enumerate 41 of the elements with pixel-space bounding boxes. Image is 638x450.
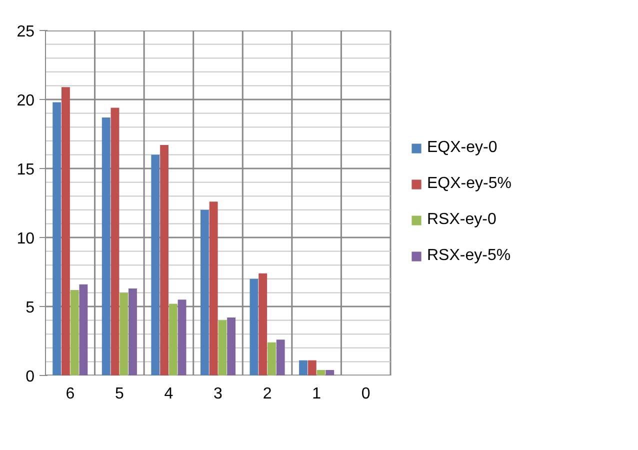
bar bbox=[209, 202, 218, 376]
y-tick-label: 5 bbox=[26, 300, 35, 316]
bar bbox=[52, 102, 62, 376]
y-tick-label: 10 bbox=[16, 230, 35, 248]
bar bbox=[276, 340, 285, 376]
x-tick-label: 2 bbox=[262, 386, 272, 402]
legend-label: RSX-ey-5% bbox=[427, 247, 511, 265]
legend-label: EQX-ey-0 bbox=[427, 139, 498, 157]
legend-label: RSX-ey-0 bbox=[427, 211, 496, 229]
bar bbox=[120, 292, 128, 376]
x-tick-label: 0 bbox=[361, 386, 370, 402]
bar bbox=[308, 360, 316, 376]
x-tick-label: 4 bbox=[164, 386, 174, 402]
bar bbox=[61, 87, 70, 376]
x-tick-label: 6 bbox=[66, 386, 75, 402]
x-tick-label: 1 bbox=[312, 386, 322, 402]
x-tick-label: 5 bbox=[114, 386, 124, 402]
bar bbox=[268, 342, 276, 376]
bar bbox=[200, 210, 209, 376]
x-tick-label: 3 bbox=[214, 386, 223, 402]
bar bbox=[227, 318, 236, 376]
bar bbox=[299, 360, 308, 376]
bar bbox=[110, 108, 120, 376]
y-tick-label: 15 bbox=[16, 162, 35, 178]
bar bbox=[316, 370, 326, 376]
bar bbox=[168, 304, 178, 376]
legend-label: EQX-ey-5% bbox=[427, 175, 512, 193]
bar bbox=[178, 300, 186, 376]
bar bbox=[102, 117, 110, 376]
y-tick-label: 20 bbox=[16, 92, 35, 110]
y-tick-label: 0 bbox=[26, 368, 35, 386]
bar bbox=[70, 290, 79, 376]
bar bbox=[128, 288, 137, 376]
bar bbox=[250, 278, 258, 376]
bar bbox=[79, 284, 88, 376]
bar bbox=[258, 273, 268, 376]
bar bbox=[218, 320, 227, 376]
bar bbox=[151, 154, 160, 376]
y-tick-label: 25 bbox=[16, 24, 35, 40]
bar bbox=[160, 145, 168, 376]
bar bbox=[326, 370, 334, 376]
